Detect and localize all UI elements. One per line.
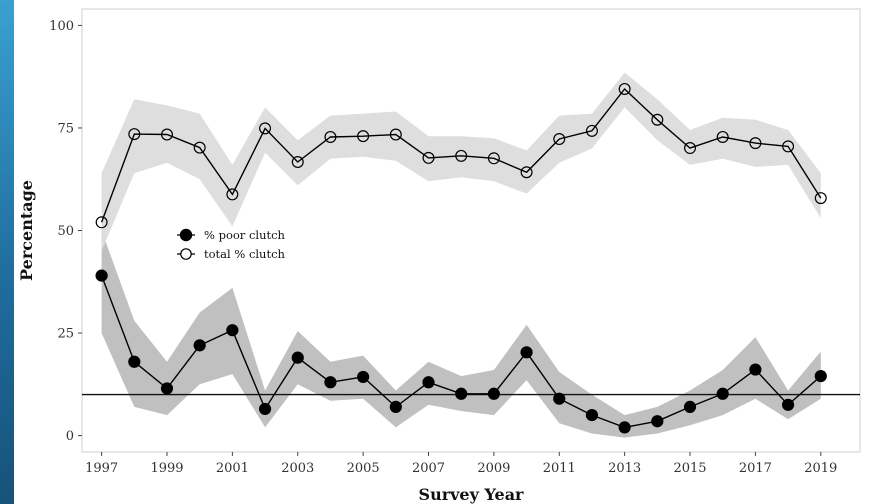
data-point-s0-2006 — [389, 400, 402, 413]
y-tick-label: 25 — [57, 327, 74, 342]
data-point-s0-2017 — [749, 363, 762, 376]
data-point-s1-2016 — [716, 130, 729, 143]
data-point-s0-2010 — [520, 346, 533, 359]
data-point-s0-2015 — [683, 400, 697, 413]
data-point-s0-2003 — [291, 351, 304, 364]
y-axis-title: Percentage — [17, 180, 36, 281]
data-point-s1-2014 — [651, 113, 664, 126]
data-point-s0-2004 — [324, 376, 337, 389]
data-point-s1-2000 — [193, 141, 206, 154]
x-axis-title: Survey Year — [419, 485, 525, 504]
data-point-s0-1998 — [128, 355, 141, 368]
data-point-s1-1999 — [160, 128, 173, 141]
data-point-s1-2002 — [259, 122, 272, 135]
y-tick-label: 50 — [57, 224, 74, 239]
data-point-s0-1999 — [160, 382, 174, 395]
x-tick-label: 2005 — [347, 461, 380, 476]
data-point-s0-2009 — [487, 387, 500, 400]
data-point-s0-1997 — [95, 269, 108, 282]
data-point-s0-2013 — [618, 421, 631, 434]
data-point-s0-2000 — [193, 339, 206, 352]
data-point-s1-2018 — [782, 140, 795, 153]
data-point-s1-2005 — [357, 130, 370, 143]
data-point-s0-2019 — [814, 370, 827, 383]
data-point-s1-2003 — [291, 155, 304, 168]
data-point-s0-2001 — [226, 324, 239, 337]
data-point-s1-2011 — [553, 133, 566, 146]
data-point-s1-1997 — [95, 216, 108, 229]
data-point-s1-2012 — [585, 124, 598, 137]
data-point-s1-2007 — [422, 151, 435, 164]
x-tick-label: 2017 — [739, 461, 772, 476]
data-point-s0-2012 — [585, 408, 599, 422]
slide-side-stripe — [0, 0, 14, 504]
data-point-s1-2004 — [324, 130, 337, 143]
data-point-s1-2019 — [814, 192, 827, 205]
data-point-s1-2017 — [749, 137, 762, 150]
data-point-s0-2018 — [781, 398, 795, 411]
legend-marker-0 — [179, 228, 193, 242]
data-point-s0-2014 — [651, 415, 664, 428]
data-point-s1-2015 — [684, 142, 697, 155]
y-tick-label: 100 — [49, 19, 74, 34]
data-point-s0-2016 — [716, 387, 729, 400]
data-point-s1-1998 — [128, 128, 141, 141]
x-tick-label: 2013 — [608, 461, 641, 476]
x-tick-label: 2001 — [216, 461, 249, 476]
data-point-s1-2013 — [618, 82, 631, 95]
data-point-s0-2002 — [258, 402, 272, 416]
data-point-s0-2007 — [422, 376, 435, 389]
y-tick-label: 0 — [66, 429, 74, 444]
legend-marker-1 — [180, 248, 192, 260]
legend-label-1: total % clutch — [204, 247, 286, 261]
x-tick-label: 2007 — [412, 461, 445, 476]
y-tick-label: 75 — [57, 121, 74, 136]
data-point-s1-2009 — [487, 152, 500, 165]
x-tick-label: 2015 — [673, 461, 706, 476]
x-tick-label: 2003 — [281, 461, 314, 476]
data-point-s0-2005 — [357, 370, 370, 384]
data-point-s0-2008 — [455, 387, 468, 400]
confidence-band-0 — [101, 230, 821, 438]
x-tick-label: 2019 — [804, 461, 837, 476]
x-tick-label: 2009 — [477, 461, 510, 476]
data-point-s1-2008 — [455, 149, 468, 162]
data-point-s1-2010 — [520, 166, 533, 179]
data-point-s0-2011 — [553, 392, 566, 405]
data-point-s1-2001 — [226, 188, 239, 201]
data-point-s1-2006 — [389, 128, 402, 141]
series-line-1 — [100, 87, 822, 223]
chart-figure: 1997 1999 2001 2003 2005 2007 2009 2011 2013 2015… — [14, 0, 869, 504]
x-tick-label: 2011 — [543, 461, 576, 476]
x-tick-label: 1999 — [150, 461, 183, 476]
line-chart: 1997 1999 2001 2003 2005 2007 2009 2011 2013 2015… — [17, 8, 861, 504]
legend-label-0: % poor clutch — [204, 228, 286, 242]
x-tick-label: 1997 — [85, 461, 118, 476]
